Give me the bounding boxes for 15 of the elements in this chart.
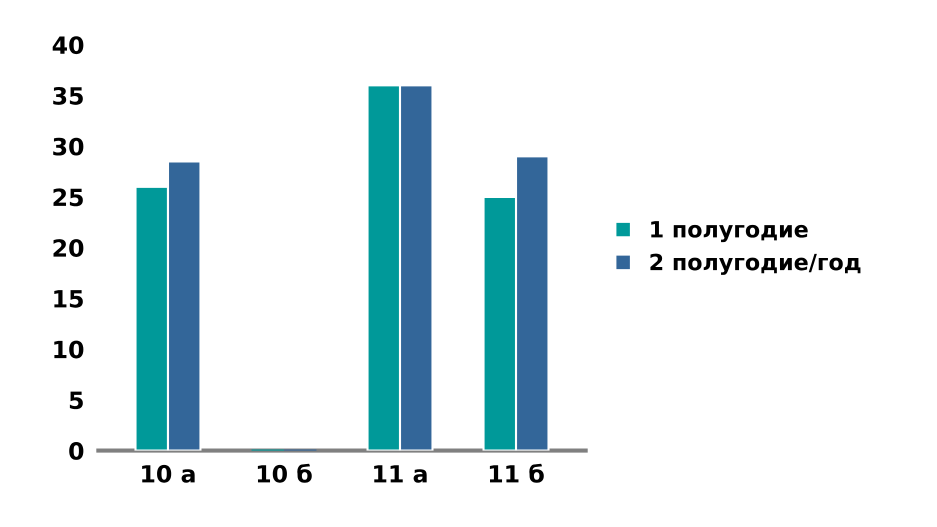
y-tick-label: 15 [54, 290, 83, 308]
y-tick-label: 25 [54, 188, 83, 206]
y-tick-label: 5 [70, 392, 83, 410]
y-tick-label: 0 [69, 442, 84, 460]
x-tick-label: 10 а [142, 464, 195, 483]
legend-label: 2 полугодие/год [650, 254, 860, 275]
x-tick-label: 10 б [258, 464, 312, 483]
legend-label: 1 полугодие [651, 221, 808, 242]
y-tick-label: 10 [54, 340, 84, 358]
y-tick-label: 40 [52, 36, 84, 54]
y-tick-label: 30 [53, 138, 84, 156]
x-tick-label: 11 а [374, 465, 427, 483]
y-tick-label: 35 [53, 86, 83, 105]
x-tick-label: 11 б [490, 464, 544, 483]
y-tick-label: 20 [54, 239, 84, 257]
